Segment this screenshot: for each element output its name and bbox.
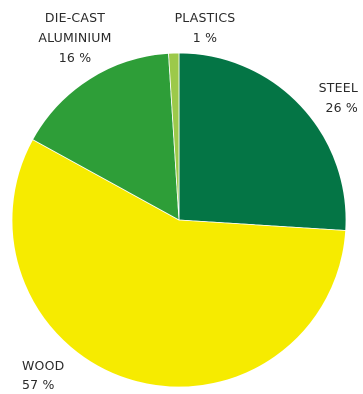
label-aluminium-line2: ALUMINIUM <box>38 30 111 45</box>
pie-slice-plastics <box>168 52 180 221</box>
pie-slice-die-cast-aluminium <box>32 52 180 221</box>
label-aluminium-value: 16 % <box>59 50 92 65</box>
label-steel-value: 26 % <box>325 100 358 115</box>
label-plastics-value: 1 % <box>193 30 217 45</box>
pie-slices <box>11 52 347 388</box>
label-steel: STEEL 26 % <box>319 80 358 115</box>
label-steel-name: STEEL <box>319 80 358 95</box>
pie-slice-wood <box>11 139 347 388</box>
label-wood: WOOD 57 % <box>22 358 64 392</box>
pie-slice-steel <box>178 52 347 231</box>
label-plastics: PLASTICS 1 % <box>175 10 236 45</box>
label-aluminium-line1: DIE-CAST <box>45 10 105 25</box>
label-die-cast-aluminium: DIE-CAST ALUMINIUM 16 % <box>38 10 111 65</box>
label-wood-value: 57 % <box>22 377 55 392</box>
label-wood-name: WOOD <box>22 358 64 373</box>
label-plastics-name: PLASTICS <box>175 10 236 25</box>
